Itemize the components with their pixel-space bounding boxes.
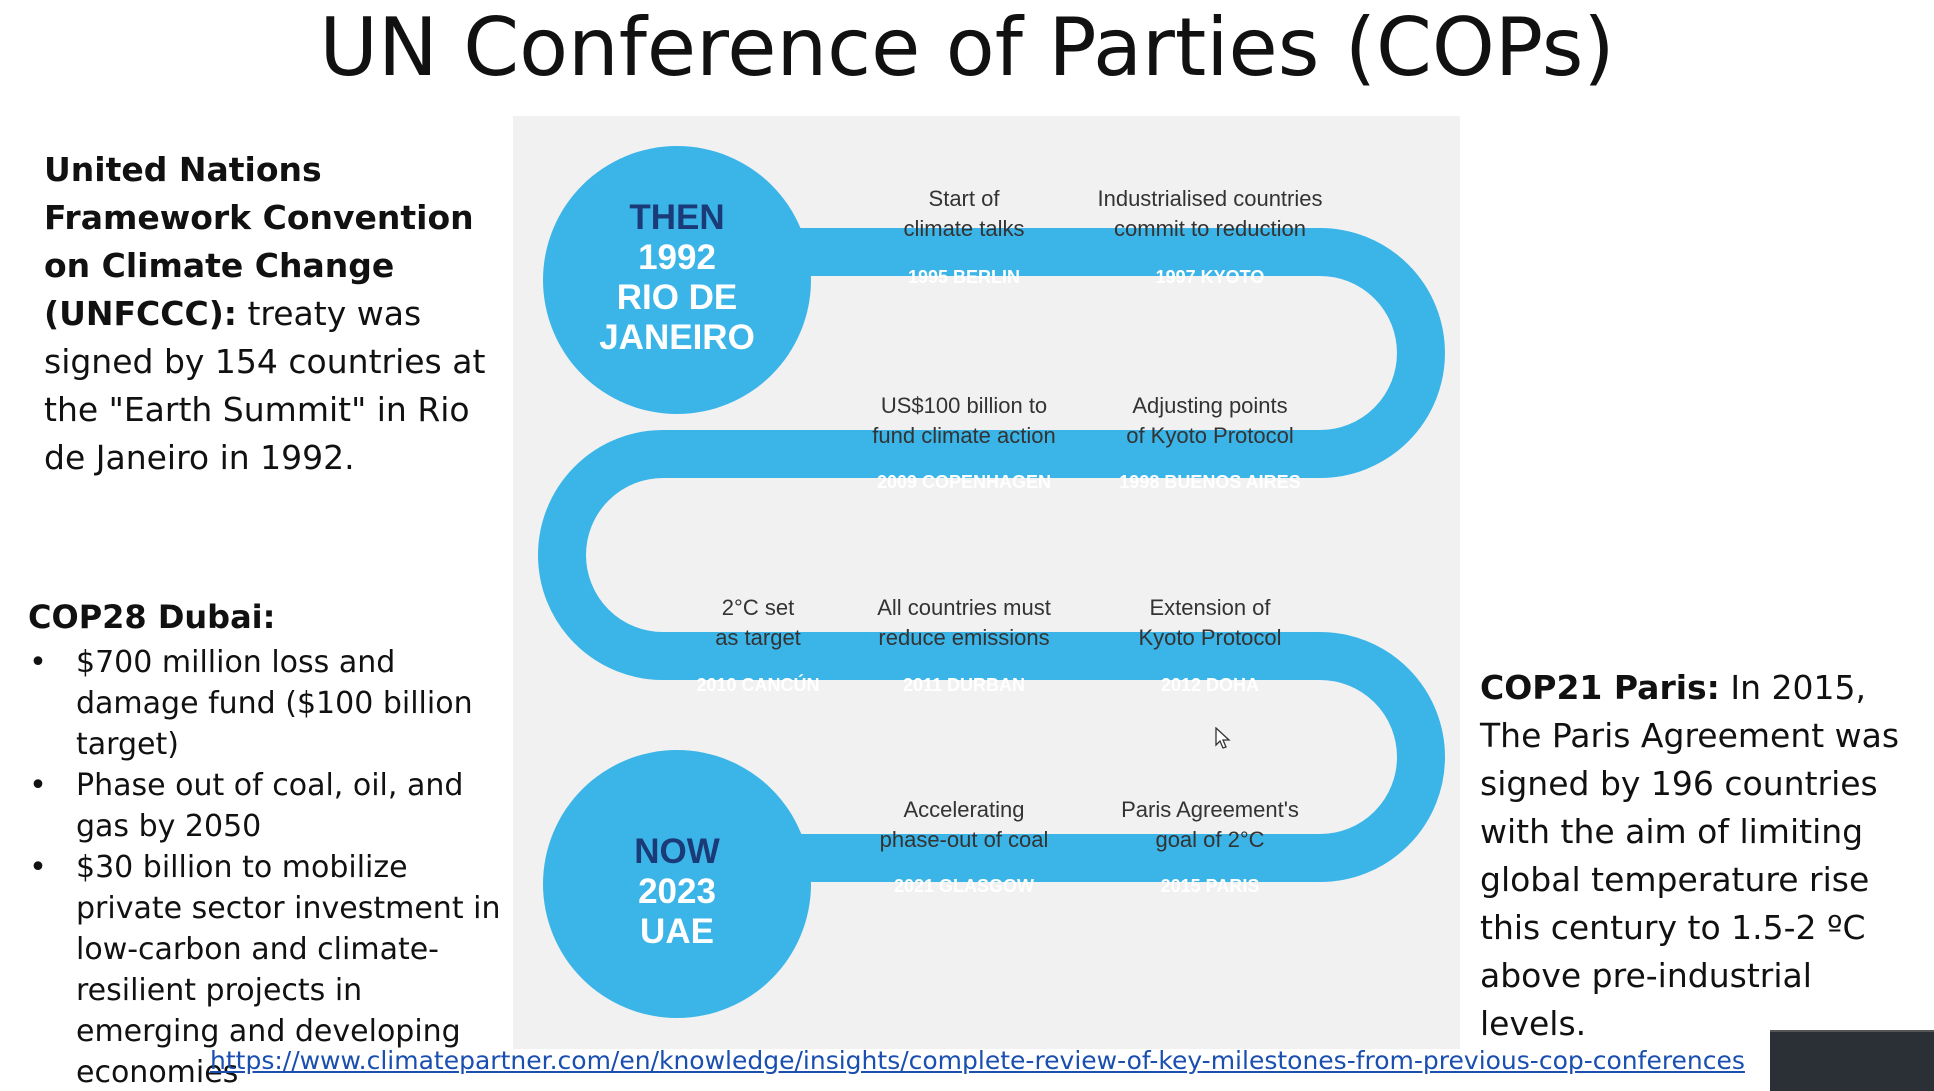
cop28-bullet-text: $30 billion to mobilize private sector i… bbox=[76, 850, 501, 1090]
cop28-bullet-text: $700 million loss and damage fund ($100 … bbox=[76, 645, 473, 762]
milestone-desc: Accelerating bbox=[903, 797, 1024, 822]
milestone-event: 2010 CANCÚN bbox=[696, 674, 819, 695]
unfccc-paragraph: United Nations Framework Convention on C… bbox=[44, 146, 514, 482]
source-link[interactable]: https://www.climatepartner.com/en/knowle… bbox=[210, 1046, 1745, 1075]
milestone-desc: 2°C set bbox=[722, 595, 794, 620]
milestone-desc: Kyoto Protocol bbox=[1138, 625, 1281, 650]
list-item: • Phase out of coal, oil, and gas by 2050 bbox=[28, 765, 508, 847]
then-place-line1: RIO DE bbox=[617, 278, 738, 317]
milestone-desc: Adjusting points bbox=[1132, 393, 1287, 418]
milestone-event: 2012 DOHA bbox=[1161, 675, 1259, 695]
cop28-bullet-list: • $700 million loss and damage fund ($100… bbox=[28, 642, 508, 1091]
then-year: 1992 bbox=[638, 238, 716, 277]
cop21-text: In 2015, The Paris Agreement was signed … bbox=[1480, 668, 1900, 1043]
milestone-desc: Extension of bbox=[1149, 595, 1271, 620]
slide-title: UN Conference of Parties (COPs) bbox=[319, 1, 1615, 94]
milestone-desc: All countries must bbox=[877, 595, 1051, 620]
milestone-event: 2021 GLASGOW bbox=[894, 876, 1034, 896]
milestone-desc: US$100 billion to bbox=[881, 393, 1047, 418]
then-label: THEN bbox=[629, 198, 724, 237]
milestone-event: 1997 KYOTO bbox=[1156, 267, 1265, 287]
cop21-paragraph: COP21 Paris: In 2015, The Paris Agreemen… bbox=[1480, 664, 1920, 1048]
milestone-event: 2009 COPENHAGEN bbox=[877, 472, 1051, 492]
timeline-graphic: THEN 1992 RIO DE JANEIRO NOW 2023 UAE 19… bbox=[538, 146, 1445, 1018]
cop21-heading: COP21 Paris: bbox=[1480, 668, 1720, 707]
milestone-event: 2015 PARIS bbox=[1161, 876, 1260, 896]
list-item: • $700 million loss and damage fund ($100… bbox=[28, 642, 508, 765]
milestone-desc: of Kyoto Protocol bbox=[1126, 423, 1294, 448]
then-place-line2: JANEIRO bbox=[599, 318, 755, 357]
timeline-road bbox=[538, 228, 1445, 882]
milestone-desc: Paris Agreement's bbox=[1121, 797, 1299, 822]
cop-timeline-infographic: THEN 1992 RIO DE JANEIRO NOW 2023 UAE 19… bbox=[513, 116, 1460, 1049]
milestone-desc: climate talks bbox=[903, 216, 1024, 241]
milestone-desc: reduce emissions bbox=[878, 625, 1049, 650]
milestone-desc: goal of 2°C bbox=[1155, 827, 1264, 852]
milestone-desc: Start of bbox=[929, 186, 1001, 211]
bullet-icon: • bbox=[29, 768, 47, 803]
video-thumbnail-overlay bbox=[1770, 1030, 1934, 1091]
mouse-pointer-icon bbox=[1215, 727, 1231, 749]
milestone-desc: Industrialised countries bbox=[1097, 186, 1322, 211]
cop28-section: COP28 Dubai: • $700 million loss and dama… bbox=[28, 594, 508, 1091]
then-circle bbox=[543, 146, 811, 414]
now-year: 2023 bbox=[638, 872, 716, 911]
milestone-desc: as target bbox=[715, 625, 801, 650]
list-item: • $30 billion to mobilize private sector … bbox=[28, 847, 508, 1091]
unfccc-heading: United Nations Framework Convention on C… bbox=[44, 150, 474, 333]
milestone-event: 1998 BUENOS AIRES bbox=[1119, 472, 1300, 492]
bullet-icon: • bbox=[29, 645, 47, 680]
now-circle bbox=[543, 750, 811, 1018]
now-place: UAE bbox=[640, 912, 714, 951]
cop28-heading: COP28 Dubai: bbox=[28, 598, 276, 636]
milestone-event: 2011 DURBAN bbox=[903, 675, 1025, 695]
milestone-desc: phase-out of coal bbox=[880, 827, 1049, 852]
cop28-bullet-text: Phase out of coal, oil, and gas by 2050 bbox=[76, 768, 464, 844]
now-label: NOW bbox=[634, 832, 720, 871]
milestone-desc: fund climate action bbox=[872, 423, 1055, 448]
milestone-desc: commit to reduction bbox=[1114, 216, 1306, 241]
unfccc-text: treaty was signed by 154 countries at th… bbox=[44, 294, 486, 477]
milestone-event: 1995 BERLIN bbox=[908, 267, 1020, 287]
bullet-icon: • bbox=[29, 850, 47, 885]
